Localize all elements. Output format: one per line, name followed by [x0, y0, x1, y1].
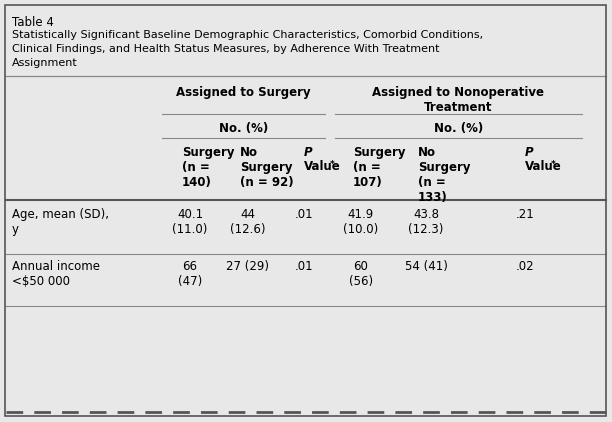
- Text: .02: .02: [516, 260, 534, 273]
- Text: No
Surgery
(n =
133): No Surgery (n = 133): [418, 146, 471, 204]
- Text: No
Surgery
(n = 92): No Surgery (n = 92): [240, 146, 294, 189]
- Text: 43.8
(12.3): 43.8 (12.3): [408, 208, 444, 236]
- Text: 44
(12.6): 44 (12.6): [230, 208, 266, 236]
- Text: Assigned to Nonoperative
Treatment: Assigned to Nonoperative Treatment: [373, 86, 545, 114]
- Text: Table 4: Table 4: [12, 16, 54, 29]
- Text: P: P: [304, 146, 313, 159]
- Text: 60
(56): 60 (56): [349, 260, 373, 288]
- Text: Clinical Findings, and Health Status Measures, by Adherence With Treatment: Clinical Findings, and Health Status Mea…: [12, 44, 439, 54]
- Text: Assignment: Assignment: [12, 58, 78, 68]
- Text: .21: .21: [516, 208, 534, 221]
- Text: Surgery
(n =
140): Surgery (n = 140): [182, 146, 234, 189]
- Text: Surgery
(n =
107): Surgery (n = 107): [353, 146, 406, 189]
- Text: P: P: [525, 146, 534, 159]
- Text: .01: .01: [295, 208, 313, 221]
- Text: Annual income
<$50 000: Annual income <$50 000: [12, 260, 100, 288]
- Text: 27 (29): 27 (29): [226, 260, 269, 273]
- Text: 40.1
(11.0): 40.1 (11.0): [173, 208, 207, 236]
- Text: *: *: [551, 160, 556, 169]
- Text: Assigned to Surgery: Assigned to Surgery: [176, 86, 311, 99]
- Text: No. (%): No. (%): [434, 122, 483, 135]
- Text: Value: Value: [525, 160, 562, 173]
- Text: 41.9
(10.0): 41.9 (10.0): [343, 208, 379, 236]
- Text: No. (%): No. (%): [219, 122, 268, 135]
- Text: Age, mean (SD),
y: Age, mean (SD), y: [12, 208, 109, 236]
- Text: 54 (41): 54 (41): [405, 260, 447, 273]
- Text: *: *: [330, 160, 335, 169]
- Text: Value: Value: [304, 160, 341, 173]
- Text: 66
(47): 66 (47): [178, 260, 202, 288]
- Text: Statistically Significant Baseline Demographic Characteristics, Comorbid Conditi: Statistically Significant Baseline Demog…: [12, 30, 483, 40]
- Text: .01: .01: [295, 260, 313, 273]
